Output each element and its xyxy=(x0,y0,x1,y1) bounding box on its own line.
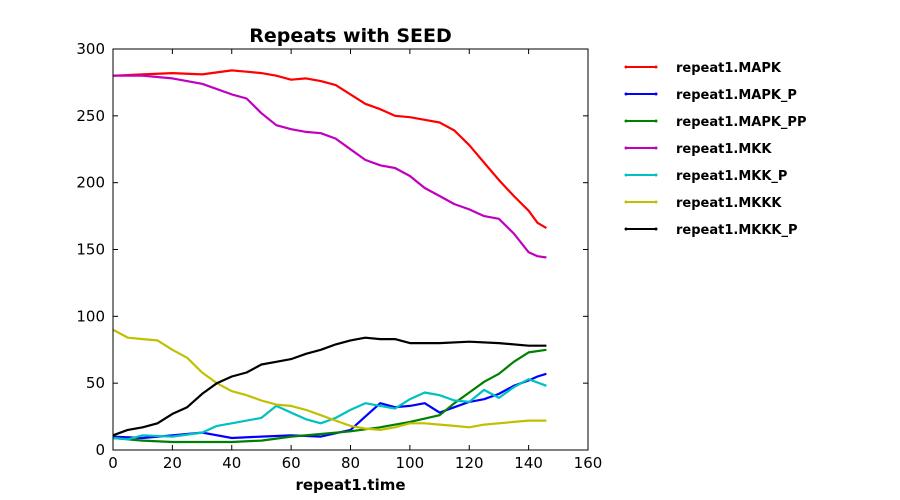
legend-marker-start xyxy=(624,92,628,96)
plot-frame xyxy=(112,48,589,451)
chart-title: Repeats with SEED xyxy=(249,25,452,47)
legend-marker-end xyxy=(654,119,658,123)
legend-entry: repeat1.MKKK xyxy=(624,196,782,211)
series-layer xyxy=(113,69,547,444)
legend-marker-end xyxy=(654,65,658,69)
series-line-repeat1-mkk-p xyxy=(113,378,547,441)
legend-marker-end xyxy=(654,146,658,150)
legend-marker-start xyxy=(624,200,628,204)
legend-entry: repeat1.MKKK_P xyxy=(624,223,798,238)
y-tick-label: 150 xyxy=(76,241,105,259)
legend-label: repeat1.MKK xyxy=(676,142,772,157)
x-tick-label: 60 xyxy=(282,454,301,472)
x-tick-label: 120 xyxy=(455,454,484,472)
legend: repeat1.MAPK repeat1.MAPK_P repeat1.MAPK_P… xyxy=(624,61,806,238)
legend-marker-end xyxy=(654,92,658,96)
legend-marker-start xyxy=(624,119,628,123)
series-line-repeat1-mkkk xyxy=(113,328,547,431)
y-tick-label: 200 xyxy=(76,174,105,192)
legend-label: repeat1.MAPK_PP xyxy=(676,115,806,130)
series-line-repeat1-mapk-pp xyxy=(113,348,547,444)
y-tick-label: 250 xyxy=(76,107,105,125)
y-tick-label: 300 xyxy=(76,40,105,58)
legend-label: repeat1.MKK_P xyxy=(676,169,787,184)
legend-marker-end xyxy=(654,173,658,177)
legend-marker-end xyxy=(654,227,658,231)
x-tick-label: 20 xyxy=(163,454,182,472)
legend-label: repeat1.MAPK_P xyxy=(676,88,797,103)
y-tick-label: 50 xyxy=(86,374,105,392)
series-line-repeat1-mkk xyxy=(113,74,547,259)
legend-entry: repeat1.MKK_P xyxy=(624,169,787,184)
legend-label: repeat1.MKKK xyxy=(676,196,782,211)
x-tick-label: 100 xyxy=(396,454,425,472)
y-tick-label: 0 xyxy=(95,441,105,459)
series-line-repeat1-mkkk-p xyxy=(113,336,547,437)
legend-label: repeat1.MKKK_P xyxy=(676,223,798,238)
series-line-repeat1-mapk xyxy=(113,69,547,230)
ticks-layer: 0 20 40 60 80 100 120 140 160 0 50 100 150 200 250 300 xyxy=(76,40,602,472)
x-tick-label: 0 xyxy=(108,454,118,472)
legend-entry: repeat1.MKK xyxy=(624,142,772,157)
legend-marker-start xyxy=(624,65,628,69)
x-axis-label: repeat1.time xyxy=(295,476,405,494)
legend-label: repeat1.MAPK xyxy=(676,61,782,76)
legend-marker-end xyxy=(654,200,658,204)
y-tick-label: 100 xyxy=(76,307,105,325)
x-tick-label: 40 xyxy=(222,454,241,472)
legend-marker-start xyxy=(624,173,628,177)
legend-marker-start xyxy=(624,146,628,150)
x-tick-label: 140 xyxy=(514,454,543,472)
x-tick-label: 80 xyxy=(341,454,360,472)
legend-entry: repeat1.MAPK_P xyxy=(624,88,797,103)
legend-entry: repeat1.MAPK xyxy=(624,61,782,76)
legend-marker-start xyxy=(624,227,628,231)
series-line-repeat1-mapk-p xyxy=(113,372,547,440)
legend-entry: repeat1.MAPK_PP xyxy=(624,115,806,130)
x-tick-label: 160 xyxy=(574,454,603,472)
